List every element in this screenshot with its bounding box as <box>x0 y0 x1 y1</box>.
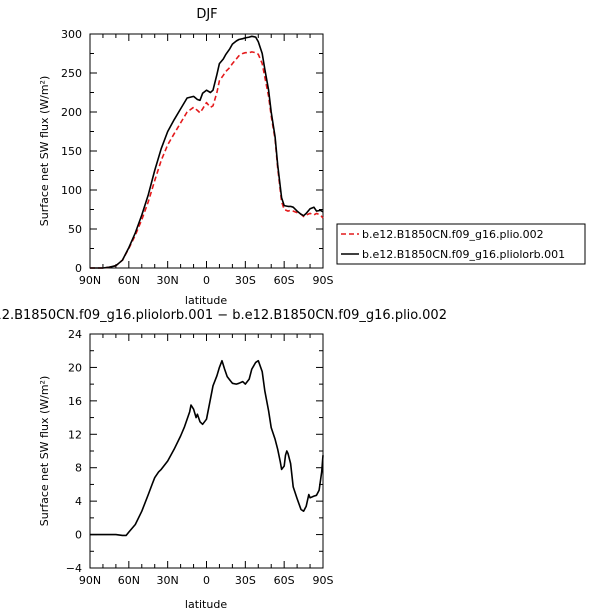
top-panel: DJF 0 50 100 150 200 250 300 90N 60N 30N 0 30S 60S 90… <box>38 7 334 307</box>
bottom-panel-y-tick-label: 20 <box>68 361 82 374</box>
bottom-panel-x-tick-label: 30S <box>235 574 256 587</box>
bottom-panel-series <box>90 359 324 537</box>
top-panel-y-tick-label: 300 <box>61 28 82 41</box>
bottom-panel-y-tick-label: 24 <box>68 328 82 341</box>
top-panel-x-tick-label: 60S <box>274 274 295 287</box>
top-panel-series <box>90 35 324 269</box>
bottom-panel-y-tick-label: 4 <box>75 495 82 508</box>
top-panel-x-tick-label: 90S <box>313 274 334 287</box>
top-panel-y-tick-label: 200 <box>61 106 82 119</box>
top-panel-ticks: 0 50 100 150 200 250 300 90N 60N 30N 0 30S 60S 90S <box>61 28 334 287</box>
bottom-panel-series-line-0 <box>90 359 324 537</box>
top-panel-y-tick-label: 250 <box>61 67 82 80</box>
bottom-panel-x-tick-label: 30N <box>157 574 179 587</box>
bottom-panel-y-tick-label: 12 <box>68 428 82 441</box>
legend-label-plio: b.e12.B1850CN.f09_g16.plio.002 <box>362 228 544 241</box>
top-panel-y-tick-label: 0 <box>75 262 82 275</box>
bottom-panel-x-tick-label: 60S <box>274 574 295 587</box>
bottom-panel-y-tick-label: 0 <box>75 529 82 542</box>
top-panel-x-tick-label: 90N <box>79 274 101 287</box>
legend-box <box>336 223 586 265</box>
top-panel-x-tick-label: 30N <box>157 274 179 287</box>
top-panel-y-tick-label: 50 <box>68 223 82 236</box>
bottom-panel-title: b.e12.B1850CN.f09_g16.pliolorb.001 − b.e… <box>0 308 447 323</box>
bottom-panel-x-tick-label: 60N <box>118 574 140 587</box>
bottom-panel-y-tick-label: 8 <box>75 462 82 475</box>
bottom-panel-x-tick-label: 0 <box>203 574 210 587</box>
top-panel-y-tick-label: 100 <box>61 184 82 197</box>
bottom-panel-y-tick-label: 16 <box>68 395 82 408</box>
bottom-panel-plot-frame <box>89 333 324 569</box>
top-panel-y-tick-label: 150 <box>61 145 82 158</box>
top-panel-title: DJF <box>196 7 217 22</box>
bottom-panel: b.e12.B1850CN.f09_g16.pliolorb.001 − b.e… <box>0 308 447 611</box>
top-panel-x-tick-label: 60N <box>118 274 140 287</box>
bottom-panel-y-axis-label: Surface net SW flux (W/m²) <box>38 376 51 527</box>
legend-label-pliolorb: b.e12.B1850CN.f09_g16.pliolorb.001 <box>362 248 565 261</box>
legend: b.e12.B1850CN.f09_g16.plio.002 b.e12.B18… <box>336 223 586 265</box>
top-panel-y-axis-label: Surface net SW flux (W/m²) <box>38 76 51 227</box>
bottom-panel-y-tick-label: −4 <box>66 562 82 575</box>
top-panel-x-axis-label: latitude <box>185 294 227 307</box>
top-panel-x-tick-label: 0 <box>203 274 210 287</box>
top-panel-series-line-1 <box>90 35 324 269</box>
top-panel-x-tick-label: 30S <box>235 274 256 287</box>
bottom-panel-ticks: −4 0 4 8 12 16 20 24 90N 60N 30N 0 30S 60S 90S <box>66 328 334 587</box>
bottom-panel-x-tick-label: 90S <box>313 574 334 587</box>
top-panel-series-line-0 <box>90 51 324 269</box>
bottom-panel-x-axis-label: latitude <box>185 598 227 611</box>
bottom-panel-x-tick-label: 90N <box>79 574 101 587</box>
top-panel-plot-frame <box>89 33 324 269</box>
